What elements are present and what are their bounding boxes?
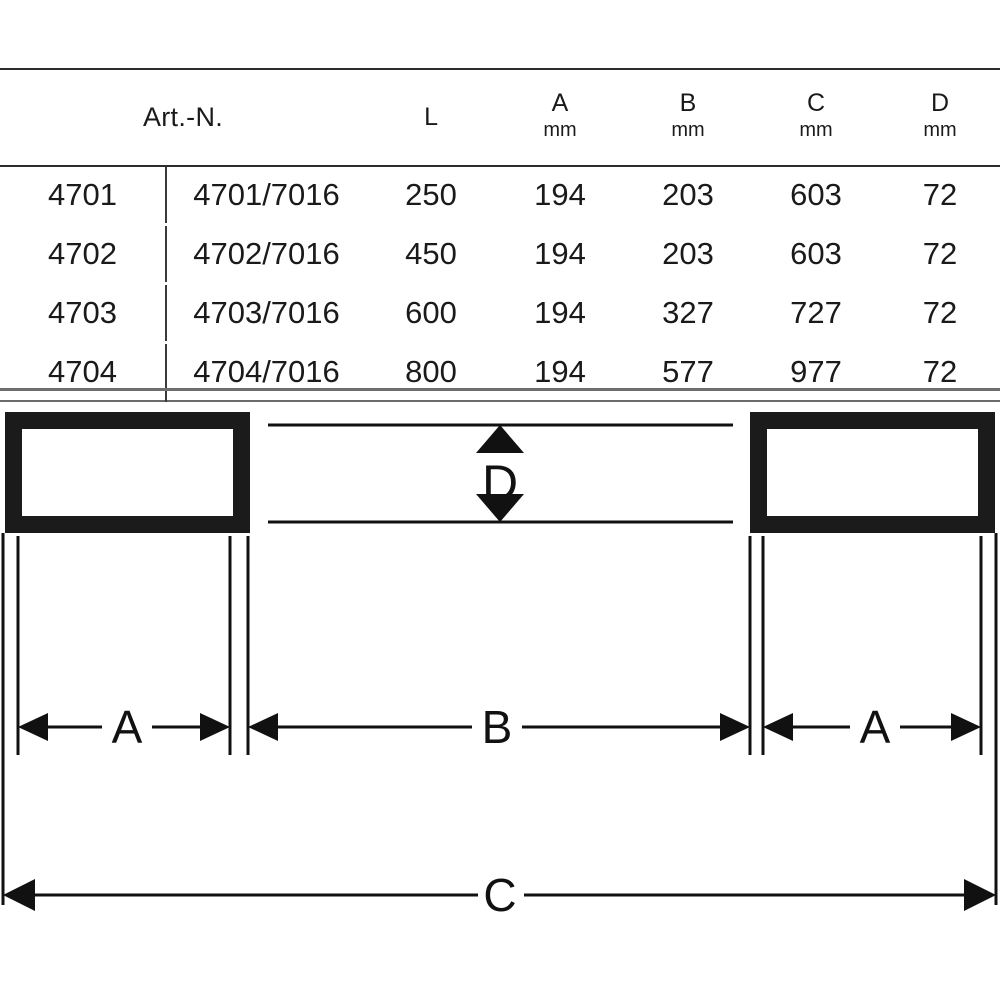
a-right-dimension — [763, 713, 981, 741]
cell-art-no: 4702 — [0, 224, 166, 285]
dimension-label-a-left: A — [112, 701, 143, 753]
column-header-art-no: Art.-N. — [0, 68, 367, 167]
column-header-c-unit: mm — [799, 118, 833, 141]
table-body: 4701 4701/7016 250 194 203 603 72 4702 4… — [0, 166, 1000, 401]
cell-d: 72 — [880, 224, 1000, 285]
cell-c: 727 — [752, 283, 881, 344]
dimension-label-b: B — [482, 701, 513, 753]
cell-b: 203 — [624, 224, 753, 285]
cell-d: 72 — [880, 342, 1000, 401]
b-dimension — [248, 713, 750, 741]
cell-c: 603 — [752, 166, 881, 226]
cell-l: 800 — [366, 342, 497, 401]
d-extension-lines — [268, 423, 733, 524]
cell-l: 450 — [366, 224, 497, 285]
column-header-a: A mm — [496, 68, 625, 167]
column-header-c-label: C — [806, 88, 826, 117]
cell-art-no: 4703 — [0, 283, 166, 344]
column-header-b: B mm — [624, 68, 753, 167]
column-header-d: D mm — [880, 68, 1000, 167]
table-row: 4701 4701/7016 250 194 203 603 72 — [0, 166, 1000, 226]
cell-art-no-ral: 4701/7016 — [164, 166, 367, 226]
cell-art-no-ral: 4703/7016 — [164, 283, 367, 344]
column-header-l: L — [366, 68, 497, 167]
column-header-d-label: D — [930, 88, 950, 117]
cell-a: 194 — [496, 342, 625, 401]
column-header-b-label: B — [679, 88, 697, 117]
cell-art-no: 4704 — [0, 342, 166, 401]
cell-b: 203 — [624, 166, 753, 226]
column-header-art-no-label: Art.-N. — [142, 102, 224, 132]
table-row: 4704 4704/7016 800 194 577 977 72 — [0, 342, 1000, 401]
cell-b: 327 — [624, 283, 753, 344]
dimension-table: Art.-N. L A mm B mm C mm — [0, 68, 1000, 401]
cell-d: 72 — [880, 166, 1000, 226]
cell-art-no-ral: 4704/7016 — [164, 342, 367, 401]
cell-l: 600 — [366, 283, 497, 344]
cell-a: 194 — [496, 283, 625, 344]
cell-a: 194 — [496, 224, 625, 285]
c-dimension — [3, 879, 996, 911]
left-bracket-profile — [5, 412, 250, 533]
right-bracket-profile — [750, 412, 995, 533]
column-header-b-unit: mm — [671, 118, 705, 141]
table-row: 4703 4703/7016 600 194 327 727 72 — [0, 283, 1000, 344]
cell-b: 577 — [624, 342, 753, 401]
cell-d: 72 — [880, 283, 1000, 344]
cell-c: 977 — [752, 342, 881, 401]
cell-l: 250 — [366, 166, 497, 226]
table-header-row: Art.-N. L A mm B mm C mm — [0, 68, 1000, 167]
cell-art-no: 4701 — [0, 166, 166, 226]
table-row: 4702 4702/7016 450 194 203 603 72 — [0, 224, 1000, 285]
d-dimension-arrow — [476, 425, 524, 522]
column-header-d-unit: mm — [923, 118, 957, 141]
cell-c: 603 — [752, 224, 881, 285]
vertical-extension-lines — [1, 533, 998, 905]
dimension-label-c: C — [483, 869, 516, 921]
column-header-l-label: L — [424, 103, 438, 131]
column-header-c: C mm — [752, 68, 881, 167]
column-header-a-label: A — [551, 88, 569, 117]
dimension-table-grid: Art.-N. L A mm B mm C mm — [0, 68, 1000, 402]
table-bottom-rule — [0, 388, 1000, 391]
cell-a: 194 — [496, 166, 625, 226]
column-header-a-unit: mm — [543, 118, 577, 141]
a-left-dimension — [18, 713, 230, 741]
cell-art-no-ral: 4702/7016 — [164, 224, 367, 285]
dimension-label-d: D — [482, 455, 518, 511]
dimension-label-a-right: A — [860, 701, 891, 753]
